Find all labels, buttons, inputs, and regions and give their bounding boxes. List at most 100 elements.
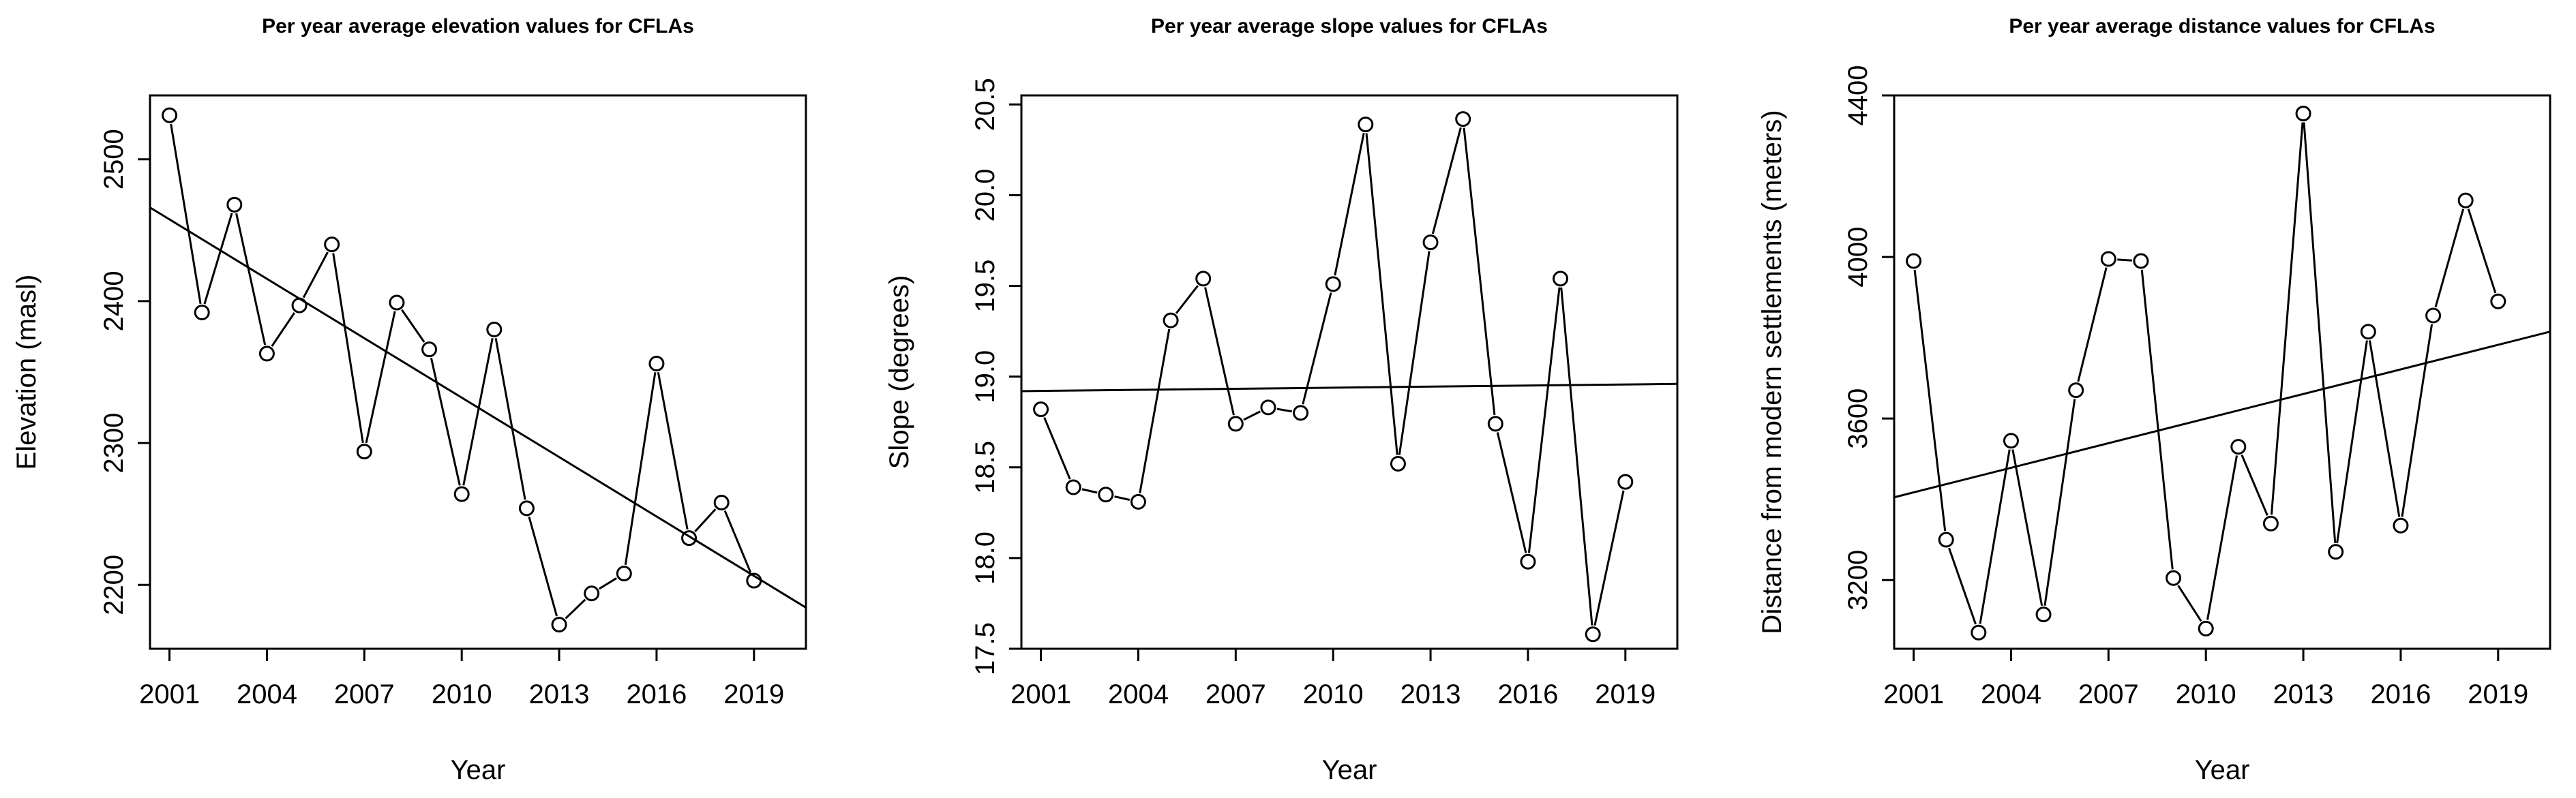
chart3-data-point bbox=[1906, 253, 1922, 269]
chart1-series-segment bbox=[302, 251, 329, 298]
chart2-data-point bbox=[1227, 416, 1244, 432]
chart1-data-point bbox=[389, 294, 405, 311]
chart1-panel: Per year average elevation values for CF… bbox=[12, 15, 807, 785]
chart3-x-tick-label: 2004 bbox=[1981, 679, 2041, 709]
chart1-data-point bbox=[486, 322, 503, 338]
chart2-series-segment bbox=[1593, 490, 1625, 626]
chart3-series-segment bbox=[2336, 340, 2368, 544]
chart2-data-point bbox=[1617, 474, 1634, 490]
chart1-series-segment bbox=[462, 338, 494, 486]
chart3-data-point bbox=[2133, 253, 2149, 269]
chart1-y-axis-label: Elevation (masl) bbox=[12, 275, 42, 470]
chart2-series-segment bbox=[1527, 287, 1561, 553]
chart3-x-tick-label: 2016 bbox=[2370, 679, 2431, 709]
chart1-series-segment bbox=[401, 309, 425, 343]
chart3-series-segment bbox=[2077, 267, 2108, 382]
chart2-series-segment bbox=[1463, 127, 1496, 416]
chart1-x-tick-label: 2013 bbox=[529, 679, 590, 709]
chart1-data-point bbox=[681, 530, 698, 547]
chart1-series-segment bbox=[203, 213, 233, 305]
chart2-title: Per year average slope values for CFLAs bbox=[1151, 15, 1548, 37]
chart3-x-tick-label: 2010 bbox=[2176, 679, 2236, 709]
chart3-data-point bbox=[2393, 517, 2409, 534]
chart1-y-tick-label: 2400 bbox=[99, 271, 129, 331]
chart2-y-tick-label: 20.0 bbox=[970, 168, 1000, 221]
chart1-data-point bbox=[616, 566, 632, 582]
chart2-series-segment bbox=[1114, 495, 1130, 501]
chart3-series-segment bbox=[2434, 209, 2465, 307]
chart3-data-point bbox=[2425, 307, 2442, 324]
chart2-data-point bbox=[1520, 553, 1536, 570]
chart3-title: Per year average distance values for CFL… bbox=[2009, 15, 2435, 37]
chart2-data-point bbox=[1065, 479, 1081, 495]
chart3-y-tick-label: 4000 bbox=[1843, 227, 1873, 288]
chart3-series-segment bbox=[2368, 340, 2401, 517]
chart3-data-point bbox=[2035, 607, 2052, 623]
chart2-data-point bbox=[1422, 234, 1439, 251]
chart3-data-point bbox=[2166, 570, 2182, 586]
chart3-data-point bbox=[2230, 439, 2247, 455]
chart1-series-segment bbox=[624, 372, 657, 566]
chart3-y-tick-label: 3200 bbox=[1843, 550, 1873, 611]
chart3-y-tick-label: 4400 bbox=[1843, 65, 1873, 126]
chart2-data-point bbox=[1163, 312, 1179, 328]
chart2-x-tick-label: 2016 bbox=[1497, 679, 1558, 709]
chart3-series-segment bbox=[2206, 455, 2238, 620]
chart3-x-tick-label: 2019 bbox=[2468, 679, 2528, 709]
chart2-x-tick-label: 2019 bbox=[1595, 679, 1656, 709]
chart2-series-segment bbox=[1334, 133, 1365, 276]
chart2-series-segment bbox=[1398, 251, 1431, 455]
chart2-x-tick-label: 2007 bbox=[1205, 679, 1266, 709]
chart1-series-segment bbox=[598, 577, 618, 590]
chart3-series-segment bbox=[2467, 209, 2497, 294]
chart2-data-point bbox=[1130, 493, 1146, 510]
chart3-data-point bbox=[1938, 532, 1954, 548]
chart3-series-segment bbox=[2011, 449, 2043, 607]
chart3-data-point bbox=[2295, 106, 2311, 122]
chart2-x-tick-label: 2001 bbox=[1010, 679, 1071, 709]
chart2-plot-frame bbox=[1020, 94, 1679, 650]
chart3-series-segment bbox=[2241, 455, 2268, 516]
chart2-data-point bbox=[1455, 111, 1471, 127]
chart1-series-segment bbox=[332, 253, 364, 443]
chart2-y-tick-label: 19.0 bbox=[970, 350, 1000, 403]
chart2-data-point bbox=[1553, 271, 1569, 287]
chart2-data-point bbox=[1325, 276, 1341, 292]
chart2-series-segment bbox=[1365, 133, 1398, 455]
chart2-data-point bbox=[1098, 487, 1114, 503]
chart1-y-tick-label: 2300 bbox=[99, 413, 129, 474]
chart1-series-segment bbox=[170, 123, 202, 304]
chart1-series-segment bbox=[723, 510, 752, 573]
chart2-data-point bbox=[1195, 271, 1212, 287]
chart2-trend-line bbox=[1021, 382, 1678, 393]
chart1-data-point bbox=[194, 305, 210, 321]
chart3-data-point bbox=[2262, 515, 2279, 532]
chart1-data-point bbox=[713, 495, 730, 511]
chart2-y-tick-label: 19.5 bbox=[970, 260, 1000, 313]
chart1-data-point bbox=[356, 444, 372, 460]
chart2-series-segment bbox=[1496, 432, 1527, 553]
chart1-data-point bbox=[291, 297, 308, 313]
chart2-series-segment bbox=[1139, 328, 1171, 493]
chart3-plot-frame bbox=[1893, 94, 2551, 650]
chart2-x-axis-label: Year bbox=[1322, 755, 1377, 785]
chart1-series-segment bbox=[565, 598, 586, 619]
chart2-series-segment bbox=[1560, 287, 1593, 626]
chart3-data-point bbox=[2198, 620, 2214, 636]
chart1-data-point bbox=[551, 617, 567, 633]
chart3-x-tick-label: 2007 bbox=[2078, 679, 2139, 709]
chart1-plot-frame bbox=[149, 94, 807, 650]
chart2-series-segment bbox=[1081, 488, 1098, 494]
chart1-series-segment bbox=[430, 358, 461, 486]
chart1-series-segment bbox=[235, 213, 267, 346]
chart3-series-segment bbox=[2043, 399, 2076, 606]
chart3-panel: Per year average distance values for CFL… bbox=[1757, 15, 2551, 785]
chart3-series-segment bbox=[1913, 269, 1947, 532]
chart1-x-tick-label: 2016 bbox=[626, 679, 687, 709]
chart1-x-tick-label: 2010 bbox=[432, 679, 492, 709]
chart1-series-segment bbox=[271, 312, 296, 347]
chart3-x-tick-label: 2013 bbox=[2273, 679, 2334, 709]
chart1-y-tick-label: 2500 bbox=[99, 129, 129, 189]
chart2-x-tick-label: 2004 bbox=[1108, 679, 1169, 709]
chart3-y-axis-label: Distance from modern settlements (meters… bbox=[1757, 110, 1787, 634]
